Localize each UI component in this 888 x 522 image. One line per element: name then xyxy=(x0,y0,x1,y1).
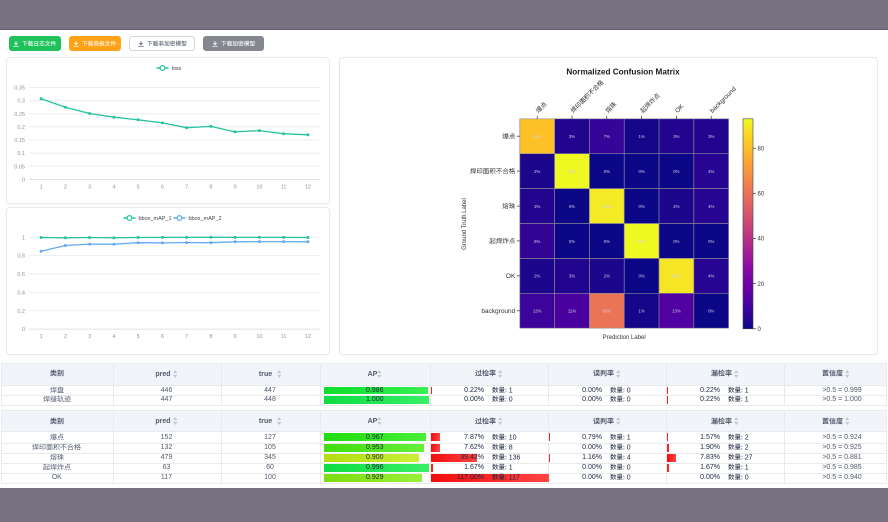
svg-text:1: 1 xyxy=(40,184,43,190)
svg-text:1: 1 xyxy=(40,334,43,340)
svg-text:12: 12 xyxy=(305,184,311,190)
svg-text:1%: 1% xyxy=(638,309,644,314)
svg-text:80: 80 xyxy=(758,146,765,152)
svg-text:0%: 0% xyxy=(673,239,679,244)
svg-text:0%: 0% xyxy=(708,309,714,314)
svg-text:5: 5 xyxy=(137,184,140,190)
svg-text:89%: 89% xyxy=(672,274,681,279)
svg-text:0%: 0% xyxy=(569,239,575,244)
svg-text:background: background xyxy=(709,85,738,114)
svg-text:11%: 11% xyxy=(568,309,576,314)
svg-text:0.4: 0.4 xyxy=(17,291,25,297)
svg-text:2%: 2% xyxy=(673,204,679,209)
svg-text:bbox_mAP_1: bbox_mAP_1 xyxy=(139,216,172,222)
svg-text:4%: 4% xyxy=(708,204,714,209)
svg-text:3%: 3% xyxy=(569,134,575,139)
svg-text:81%: 81% xyxy=(533,134,542,139)
svg-text:1%: 1% xyxy=(638,134,644,139)
svg-text:3: 3 xyxy=(88,334,91,340)
svg-text:6: 6 xyxy=(161,334,164,340)
svg-text:bbox_mAP_2: bbox_mAP_2 xyxy=(189,216,222,222)
svg-text:4%: 4% xyxy=(708,169,714,174)
svg-text:Normalized Confusion Matrix: Normalized Confusion Matrix xyxy=(566,68,680,77)
svg-text:61%: 61% xyxy=(602,309,611,314)
svg-text:1: 1 xyxy=(22,236,25,242)
svg-text:0.05: 0.05 xyxy=(14,164,25,170)
svg-text:2%: 2% xyxy=(604,274,610,279)
svg-text:loss: loss xyxy=(172,66,182,72)
svg-text:40: 40 xyxy=(758,237,765,243)
svg-text:5: 5 xyxy=(137,334,140,340)
svg-text:0%: 0% xyxy=(604,239,610,244)
svg-text:4%: 4% xyxy=(708,274,714,279)
svg-text:3%: 3% xyxy=(534,204,540,209)
svg-text:0.8: 0.8 xyxy=(17,254,25,260)
svg-text:3: 3 xyxy=(88,184,91,190)
svg-text:9: 9 xyxy=(234,334,237,340)
svg-text:0.15: 0.15 xyxy=(14,138,25,144)
svg-text:7: 7 xyxy=(185,334,188,340)
svg-text:0: 0 xyxy=(22,178,25,184)
svg-text:background: background xyxy=(481,308,515,315)
svg-text:20: 20 xyxy=(758,282,765,288)
svg-text:Prediction Label: Prediction Label xyxy=(603,335,646,341)
svg-text:0.2: 0.2 xyxy=(17,125,25,131)
svg-text:93%: 93% xyxy=(637,239,646,244)
svg-text:0%: 0% xyxy=(638,204,644,209)
svg-text:0%: 0% xyxy=(569,204,575,209)
svg-text:2%: 2% xyxy=(534,169,540,174)
svg-text:6: 6 xyxy=(161,184,164,190)
svg-text:2: 2 xyxy=(64,184,67,190)
svg-text:3%: 3% xyxy=(673,134,679,139)
svg-text:0: 0 xyxy=(22,327,25,333)
svg-text:2%: 2% xyxy=(534,274,540,279)
svg-text:10: 10 xyxy=(256,334,262,340)
svg-text:7%: 7% xyxy=(604,134,610,139)
svg-text:0.3: 0.3 xyxy=(17,99,25,105)
svg-text:0: 0 xyxy=(758,327,762,333)
svg-text:0%: 0% xyxy=(638,274,644,279)
svg-text:4: 4 xyxy=(112,184,115,190)
svg-text:93%: 93% xyxy=(568,169,577,174)
svg-text:11: 11 xyxy=(281,184,287,190)
svg-text:9: 9 xyxy=(234,184,237,190)
svg-text:6%: 6% xyxy=(534,239,540,244)
svg-text:0.35: 0.35 xyxy=(14,86,25,92)
svg-text:2: 2 xyxy=(64,334,67,340)
svg-text:Ground Truth Label: Ground Truth Label xyxy=(462,198,468,250)
svg-text:8: 8 xyxy=(209,184,212,190)
svg-text:0.1: 0.1 xyxy=(17,151,25,157)
svg-text:12%: 12% xyxy=(533,309,542,314)
svg-text:8: 8 xyxy=(209,334,212,340)
svg-text:4: 4 xyxy=(112,334,115,340)
svg-text:60: 60 xyxy=(758,192,765,198)
svg-text:0.6: 0.6 xyxy=(17,272,25,278)
svg-text:3%: 3% xyxy=(708,134,714,139)
svg-text:10: 10 xyxy=(256,184,262,190)
svg-text:OK: OK xyxy=(674,103,686,115)
svg-text:3%: 3% xyxy=(569,274,575,279)
svg-text:0%: 0% xyxy=(708,239,714,244)
svg-text:11: 11 xyxy=(281,334,287,340)
svg-text:90%: 90% xyxy=(602,204,611,209)
svg-text:0.2: 0.2 xyxy=(17,309,25,315)
svg-text:0%: 0% xyxy=(604,169,610,174)
svg-text:7: 7 xyxy=(185,184,188,190)
svg-text:0%: 0% xyxy=(673,169,679,174)
svg-text:OK: OK xyxy=(506,273,516,280)
svg-text:13%: 13% xyxy=(672,309,681,314)
svg-text:0.25: 0.25 xyxy=(14,112,25,118)
svg-text:0%: 0% xyxy=(638,169,644,174)
svg-text:12: 12 xyxy=(305,334,311,340)
